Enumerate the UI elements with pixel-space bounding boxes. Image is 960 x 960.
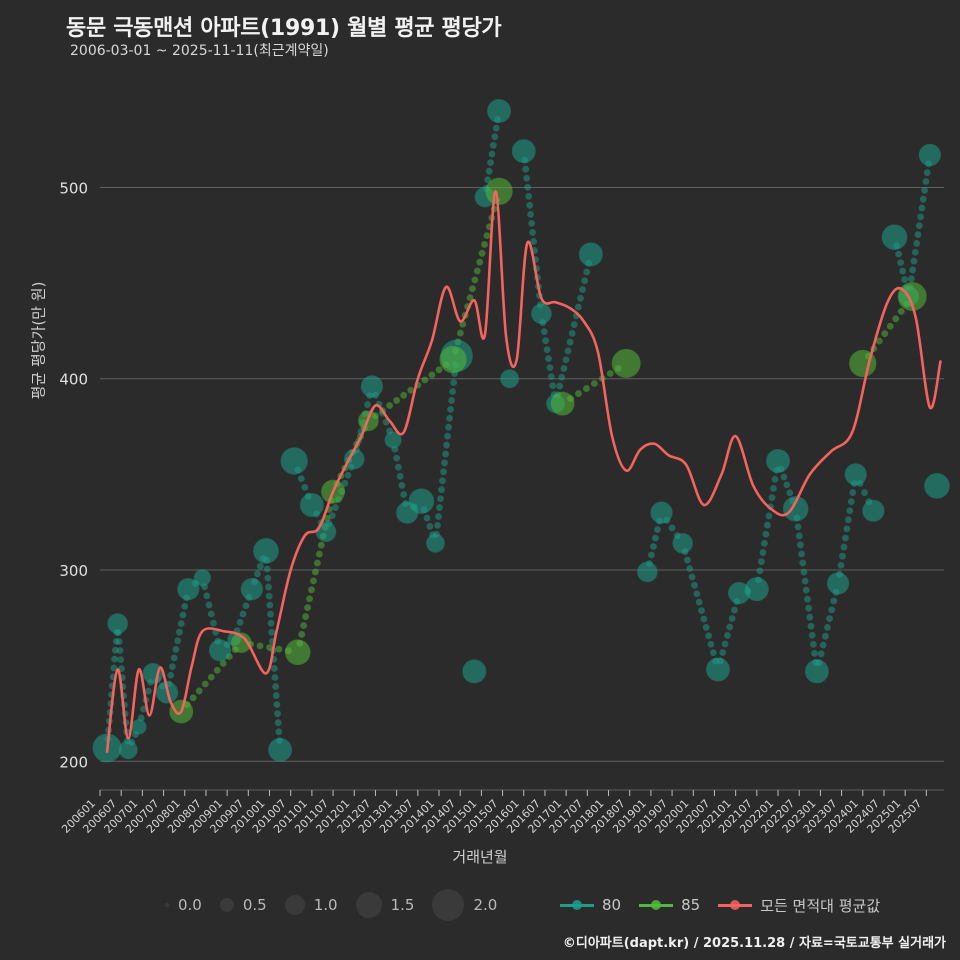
svg-text:400: 400	[59, 371, 88, 389]
series-legend-item[interactable]: 모든 면적대 평균값	[718, 895, 880, 916]
size-legend-item: 0.5	[219, 896, 281, 914]
page-title: 동문 극동맨션 아파트(1991) 월별 평균 평당가	[66, 16, 502, 41]
size-legend-dot	[355, 892, 382, 918]
chart-plot-area: 200 300 400 500 200601200607200701200707200…	[59, 98, 950, 836]
size-legend-dot	[219, 898, 234, 912]
svg-text:200: 200	[59, 753, 88, 771]
size-legend: 0.0 0.5 1.0 1.5 2.0	[165, 888, 515, 922]
series-legend: 80 85 모든 면적대 평균값	[560, 888, 898, 922]
series-legend-label: 모든 면적대 평균값	[760, 896, 881, 915]
series-legend-swatch	[560, 897, 594, 913]
series-80-points	[92, 98, 950, 763]
y-axis-label: 평균 평당가(만 원)	[29, 281, 48, 400]
size-legend-dot	[165, 903, 169, 907]
series-average-line	[105, 189, 942, 754]
gridlines	[100, 186, 944, 791]
size-legend-item: 2.0	[432, 889, 511, 921]
size-legend-label: 0.0	[178, 896, 202, 914]
x-axis-label: 거래년월	[452, 848, 508, 866]
svg-text:300: 300	[59, 562, 88, 580]
size-legend-label: 2.0	[473, 896, 498, 914]
size-legend-item: 1.5	[355, 892, 429, 918]
series-legend-label: 85	[681, 896, 701, 914]
svg-text:500: 500	[59, 179, 88, 197]
page-subtitle: 2006-03-01 ~ 2025-11-11(최근계약일)	[70, 43, 329, 59]
series-legend-item[interactable]: 85	[639, 896, 700, 914]
series-legend-item[interactable]: 80	[560, 896, 621, 914]
chart-legend: 0.0 0.5 1.0 1.5 2.0 80 85 모든 면적대 평균값	[0, 888, 960, 928]
size-legend-dot	[432, 889, 465, 921]
size-legend-label: 1.5	[390, 896, 415, 914]
series-85-points	[169, 177, 927, 724]
size-legend-label: 1.0	[313, 896, 338, 914]
series-legend-swatch	[639, 897, 674, 913]
footer-credit: ©디아파트(dapt.kr) / 2025.11.28 / 자료=국토교통부 실…	[562, 936, 946, 951]
x-axis-ticks: 2006012006072007012007072008012008072009…	[59, 790, 927, 836]
size-legend-item: 0.0	[165, 896, 216, 914]
series-legend-swatch	[718, 897, 753, 913]
size-legend-label: 0.5	[242, 896, 267, 914]
size-legend-item: 1.0	[284, 895, 352, 915]
y-axis-ticks: 200 300 400 500	[59, 179, 88, 771]
series-legend-label: 80	[602, 896, 622, 914]
size-legend-dot	[284, 895, 305, 915]
